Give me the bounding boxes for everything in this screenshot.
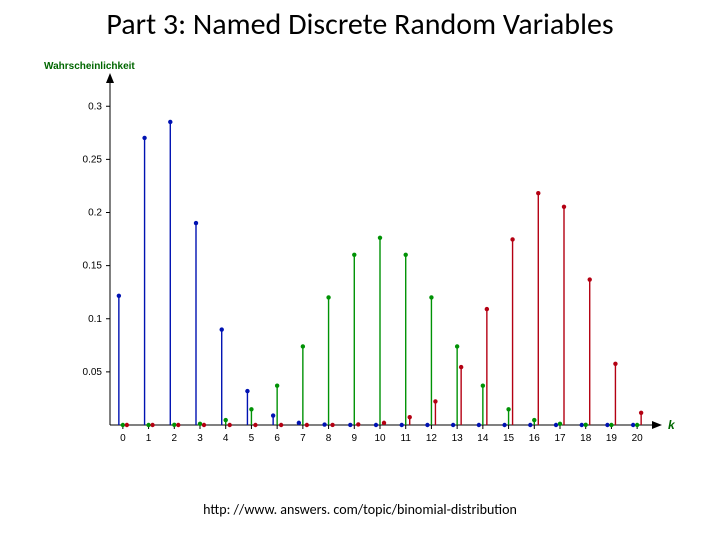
- svg-text:12: 12: [426, 433, 438, 444]
- svg-text:19: 19: [606, 433, 618, 444]
- svg-text:2: 2: [172, 433, 178, 444]
- svg-text:6: 6: [274, 433, 280, 444]
- svg-text:20: 20: [632, 433, 644, 444]
- svg-text:9: 9: [352, 433, 358, 444]
- svg-text:0.3: 0.3: [88, 101, 102, 112]
- svg-text:14: 14: [477, 433, 489, 444]
- svg-text:5: 5: [249, 433, 255, 444]
- slide: Part 3: Named Discrete Random Variables …: [0, 0, 720, 540]
- svg-text:k: k: [668, 418, 676, 432]
- footer-url: http: //www. answers. com/topic/binomial…: [0, 501, 720, 518]
- svg-text:17: 17: [554, 433, 566, 444]
- svg-text:Wahrscheinlichkeit: Wahrscheinlichkeit: [44, 61, 135, 72]
- svg-text:3: 3: [197, 433, 203, 444]
- svg-text:0.2: 0.2: [88, 208, 102, 219]
- svg-text:1: 1: [146, 433, 152, 444]
- svg-text:16: 16: [529, 433, 541, 444]
- svg-text:0.1: 0.1: [88, 314, 102, 325]
- svg-text:18: 18: [580, 433, 592, 444]
- svg-text:0.05: 0.05: [83, 367, 103, 378]
- binomial-chart: Wahrscheinlichkeit k 0.05 0.1 0.15 0.2 0.25 0.3…: [40, 55, 680, 475]
- svg-text:10: 10: [374, 433, 386, 444]
- svg-text:4: 4: [223, 433, 229, 444]
- svg-text:11: 11: [401, 433, 412, 444]
- svg-text:0.15: 0.15: [83, 261, 103, 272]
- chart-svg: Wahrscheinlichkeit k 0.05 0.1 0.15 0.2 0.25 0.3…: [40, 55, 680, 475]
- page-title: Part 3: Named Discrete Random Variables: [0, 6, 720, 43]
- svg-text:13: 13: [452, 433, 464, 444]
- svg-text:8: 8: [326, 433, 332, 444]
- svg-text:7: 7: [300, 433, 306, 444]
- svg-text:15: 15: [503, 433, 515, 444]
- svg-text:0: 0: [120, 433, 126, 444]
- svg-text:0.25: 0.25: [83, 154, 103, 165]
